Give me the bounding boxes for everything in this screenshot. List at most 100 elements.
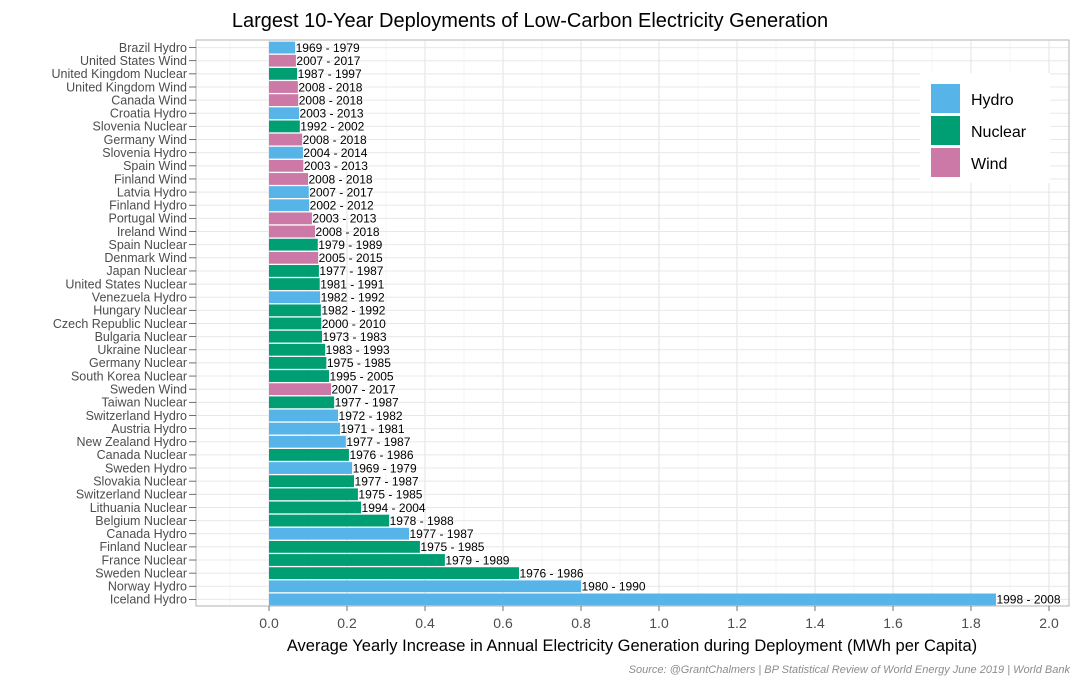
bar-wind [269,225,316,238]
bar-period-label: 2003 - 2013 [312,212,376,226]
y-tick-label: Sweden Nuclear [95,566,187,580]
bar-nuclear [269,501,362,514]
y-tick-label: South Korea Nuclear [71,369,187,383]
bar-nuclear [269,357,327,369]
y-tick-label: United Kingdom Nuclear [52,67,188,81]
y-tick-label: Germany Wind [104,133,187,147]
bar-period-label: 2005 - 2015 [319,251,383,265]
bars-group: 1969 - 1979 2007 - 2017 1987 - 1997 2008 - … [269,41,1061,607]
bar-nuclear [269,488,358,501]
y-tick-label: Slovenia Hydro [102,146,187,160]
bar-period-label: 2002 - 2012 [310,199,374,213]
x-tick-label: 0.2 [337,615,357,631]
plot-panel [195,39,1070,607]
bar-period-label: 1979 - 1989 [445,553,509,567]
y-tick-label: Finland Hydro [109,199,187,213]
y-tick-label: Latvia Hydro [117,185,187,199]
bar-nuclear [269,238,318,251]
y-tick-label: Brazil Hydro [119,41,187,55]
bar-wind [269,94,299,107]
y-tick-label: Spain Nuclear [108,238,187,252]
y-tick-label: Ireland Wind [117,225,187,239]
bar-hydro [269,422,340,435]
bar-hydro [269,527,410,540]
bar-period-label: 1977 - 1987 [319,264,383,278]
legend: Hydro Nuclear Wind [920,73,1050,183]
bar-nuclear [269,317,322,330]
bar-period-label: 1978 - 1988 [390,514,454,528]
bar-nuclear [269,67,298,80]
bar-period-label: 1983 - 1993 [326,343,390,357]
y-tick-label: Canada Wind [111,93,187,107]
y-tick-label: Portugal Wind [108,212,187,226]
bar-nuclear [269,554,445,566]
y-tick-label: Venezuela Hydro [92,291,187,305]
y-tick-label: Norway Hydro [108,580,187,594]
y-tick-label: Japan Nuclear [106,264,187,278]
bar-period-label: 1979 - 1989 [318,238,382,252]
y-tick-label: Germany Nuclear [89,356,187,370]
y-tick-label: Denmark Wind [104,251,187,265]
y-tick-label: Slovakia Nuclear [93,474,187,488]
x-tick-label: 0.0 [259,615,279,631]
bar-period-label: 2007 - 2017 [332,382,396,396]
y-tick-label: Ukraine Nuclear [97,343,187,357]
y-tick-label: Canada Hydro [106,527,187,541]
y-tick-label: Belgium Nuclear [95,514,187,528]
x-tick-label: 1.0 [649,615,669,631]
x-axis-ticks: 0.0 0.2 0.4 0.6 0.8 1.0 1.2 1.4 1.6 1.8 2.0 [259,606,1059,631]
bar-period-label: 1969 - 1979 [353,461,417,475]
bar-nuclear [269,278,320,290]
bar-wind [269,383,332,396]
legend-label: Hydro [971,92,1014,109]
legend-key-nuclear [931,116,960,145]
bar-nuclear [269,540,420,553]
y-tick-label: Bulgaria Nuclear [95,330,187,344]
y-tick-label: Finland Nuclear [99,540,187,554]
y-tick-label: Spain Wind [123,159,187,173]
bar-hydro [269,146,303,159]
bar-period-label: 1981 - 1991 [320,277,384,291]
bar-nuclear [269,330,323,343]
bar-nuclear [269,475,355,488]
y-tick-label: Slovenia Nuclear [93,120,188,134]
y-tick-label: Austria Hydro [111,422,187,436]
y-tick-label: Croatia Hydro [110,107,187,121]
x-tick-label: 1.8 [961,615,981,631]
y-tick-label: France Nuclear [102,553,187,567]
bar-period-label: 1969 - 1979 [296,41,360,55]
bar-hydro [269,580,581,593]
bar-period-label: 1975 - 1985 [420,540,484,554]
y-tick-label: Taiwan Nuclear [102,396,187,410]
bar-wind [269,173,308,185]
bar-nuclear [269,514,390,527]
bar-period-label: 1977 - 1987 [335,396,399,410]
y-tick-label: Canada Nuclear [97,448,187,462]
bar-hydro [269,462,353,474]
bar-period-label: 1973 - 1983 [323,330,387,344]
bar-period-label: 2008 - 2018 [309,172,373,186]
bar-period-label: 2008 - 2018 [299,93,363,107]
y-tick-label: Finland Wind [114,172,187,186]
bar-nuclear [269,448,349,461]
bar-wind [269,133,303,146]
y-tick-label: United Kingdom Wind [66,80,187,94]
bar-period-label: 1987 - 1997 [298,67,362,81]
bar-nuclear [269,370,330,382]
bar-period-label: 1975 - 1985 [327,356,391,370]
bar-nuclear [269,120,300,133]
y-tick-label: United States Wind [80,54,187,68]
y-tick-label: New Zealand Hydro [77,435,188,449]
bar-period-label: 1977 - 1987 [346,435,410,449]
y-tick-label: Sweden Hydro [105,461,187,475]
bar-period-label: 1995 - 2005 [330,369,394,383]
bar-period-label: 1976 - 1986 [349,448,413,462]
bar-hydro [269,409,339,422]
x-tick-label: 1.2 [727,615,747,631]
y-tick-label: United States Nuclear [65,277,187,291]
bar-period-label: 2003 - 2013 [304,159,368,173]
bar-period-label: 2004 - 2014 [303,146,367,160]
bar-period-label: 2007 - 2017 [309,185,373,199]
bar-period-label: 1975 - 1985 [358,488,422,502]
